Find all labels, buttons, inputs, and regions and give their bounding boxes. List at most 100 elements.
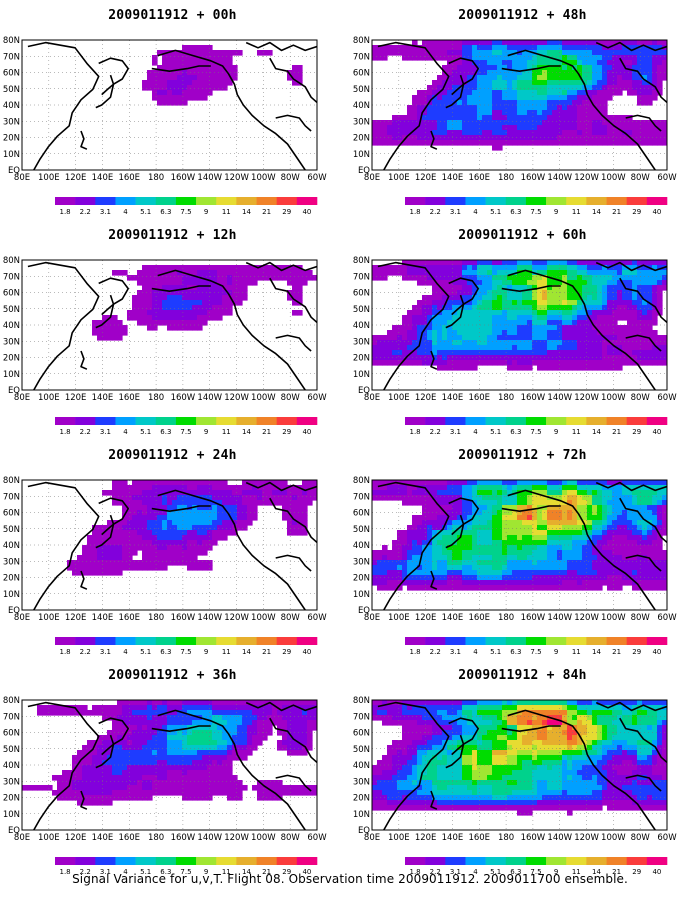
map-plot: 80E 100E 120E 140E 160E 180 160W 140W 120W 100W 80… xyxy=(3,476,327,656)
shaded-cell xyxy=(602,365,608,371)
shaded-cell xyxy=(622,120,628,126)
colorbar-label: 3.1 xyxy=(100,208,111,216)
shaded-cell xyxy=(487,80,493,86)
shaded-cell xyxy=(127,550,133,556)
shaded-cell xyxy=(647,60,653,66)
shaded-cell xyxy=(662,555,667,561)
shaded-cell xyxy=(447,345,453,351)
shaded-cell xyxy=(232,280,238,286)
shaded-cell xyxy=(277,490,283,496)
shaded-cell xyxy=(647,495,653,501)
shaded-cell xyxy=(372,490,378,496)
shaded-cell xyxy=(532,125,538,131)
shaded-cell xyxy=(602,340,608,346)
shaded-cell xyxy=(442,330,448,336)
shaded-cell xyxy=(182,505,188,511)
shaded-cell xyxy=(507,260,513,266)
shaded-cell xyxy=(502,555,508,561)
shaded-cell xyxy=(537,585,543,591)
shaded-cell xyxy=(522,555,528,561)
shaded-cell xyxy=(167,65,173,71)
shaded-cell xyxy=(107,335,113,341)
shaded-cell xyxy=(517,565,523,571)
shaded-cell xyxy=(477,90,483,96)
shaded-cell xyxy=(522,70,528,76)
shaded-cell xyxy=(417,480,423,486)
shaded-cell xyxy=(442,100,448,106)
shaded-cell xyxy=(597,575,603,581)
shaded-cell xyxy=(522,280,528,286)
colorbar-label: 29 xyxy=(282,208,291,216)
colorbar-label: 4 xyxy=(473,428,478,436)
shaded-cell xyxy=(217,50,223,56)
shaded-cell xyxy=(647,350,653,356)
shaded-cell xyxy=(387,565,393,571)
shaded-cell xyxy=(167,510,173,516)
shaded-cell xyxy=(442,50,448,56)
shaded-cell xyxy=(412,325,418,331)
shaded-cell xyxy=(527,65,533,71)
shaded-cell xyxy=(642,285,648,291)
shaded-cell xyxy=(647,120,653,126)
shaded-cell xyxy=(192,540,198,546)
lat-tick-label: 60N xyxy=(353,509,370,519)
shaded-cell xyxy=(592,275,598,281)
shaded-cell xyxy=(647,360,653,366)
shaded-cell xyxy=(552,315,558,321)
shaded-cell xyxy=(592,70,598,76)
shaded-cell xyxy=(627,290,633,296)
shaded-cell xyxy=(177,55,183,61)
shaded-cell xyxy=(417,540,423,546)
shaded-cell xyxy=(607,275,613,281)
lon-tick-label: 60W xyxy=(307,613,327,623)
shaded-cell xyxy=(532,60,538,66)
shaded-cell xyxy=(502,340,508,346)
shaded-cell xyxy=(617,75,623,81)
shaded-cell xyxy=(512,45,518,51)
shaded-cell xyxy=(632,60,638,66)
shaded-cell xyxy=(462,65,468,71)
shaded-cell xyxy=(632,135,638,141)
shaded-cell xyxy=(217,525,223,531)
shaded-cell xyxy=(527,365,533,371)
shaded-cell xyxy=(437,340,443,346)
shaded-cell xyxy=(617,280,623,286)
shaded-cell xyxy=(242,265,248,271)
colorbar-label: 14 xyxy=(242,648,251,656)
shaded-cell xyxy=(657,540,663,546)
shaded-cell xyxy=(497,270,503,276)
shaded-cell xyxy=(497,570,503,576)
shaded-cell xyxy=(482,80,488,86)
shaded-cell xyxy=(512,325,518,331)
shaded-cell xyxy=(297,75,303,81)
shaded-cell xyxy=(532,480,538,486)
shaded-cell xyxy=(492,350,498,356)
shaded-cell xyxy=(292,505,298,511)
shaded-cell xyxy=(197,480,203,486)
shaded-cell xyxy=(502,315,508,321)
shaded-cell xyxy=(417,580,423,586)
shaded-cell xyxy=(162,540,168,546)
shaded-cell xyxy=(457,290,463,296)
shaded-cell xyxy=(572,585,578,591)
shaded-cell xyxy=(472,545,478,551)
shaded-cell xyxy=(142,305,148,311)
shaded-cell xyxy=(187,295,193,301)
shaded-cell xyxy=(542,505,548,511)
shaded-cell xyxy=(152,70,158,76)
shaded-cell xyxy=(207,60,213,66)
shaded-cell xyxy=(437,140,443,146)
shaded-cell xyxy=(442,480,448,486)
shaded-cell xyxy=(517,140,523,146)
shaded-cell xyxy=(612,565,618,571)
shaded-cell xyxy=(197,285,203,291)
shaded-cell xyxy=(577,575,583,581)
colorbar-label: 29 xyxy=(282,648,291,656)
shaded-cell xyxy=(597,265,603,271)
shaded-cell xyxy=(127,535,133,541)
shaded-cell xyxy=(117,530,123,536)
shaded-cell xyxy=(237,490,243,496)
shaded-cell xyxy=(497,535,503,541)
shaded-cell xyxy=(572,70,578,76)
shaded-cell xyxy=(447,135,453,141)
